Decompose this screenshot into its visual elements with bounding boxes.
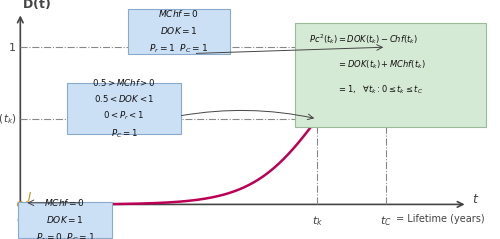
- FancyBboxPatch shape: [294, 23, 486, 127]
- Text: $t_k$: $t_k$: [312, 214, 322, 228]
- Text: $K$: $K$: [323, 105, 333, 117]
- Text: $L$: $L$: [391, 34, 398, 46]
- Text: $= 1,\ \ \forall t_k : 0 \leq t_k \leq t_C$: $= 1,\ \ \forall t_k : 0 \leq t_k \leq t…: [338, 83, 424, 96]
- Text: $0$: $0$: [16, 214, 24, 226]
- FancyBboxPatch shape: [18, 202, 112, 238]
- FancyBboxPatch shape: [67, 82, 181, 134]
- Text: $t$: $t$: [472, 193, 479, 206]
- Text: $1$: $1$: [8, 41, 16, 53]
- Text: $Pc^2(t_k) = DOK(t_k) - Chf(t_k)$: $Pc^2(t_k) = DOK(t_k) - Chf(t_k)$: [309, 32, 418, 46]
- Text: $MChf = 0$
$DOK = 1$
$P_r{=}0 \ \ P_C{=}1$: $MChf = 0$ $DOK = 1$ $P_r{=}0 \ \ P_C{=}…: [36, 197, 94, 239]
- Text: $t_C$: $t_C$: [380, 214, 392, 228]
- Text: $\mathbf{D(t)}$: $\mathbf{D(t)}$: [22, 0, 51, 11]
- Text: $MChf = 0$
$DOK = 1$
$P_r{=}1 \ \ P_C{=}1$: $MChf = 0$ $DOK = 1$ $P_r{=}1 \ \ P_C{=}…: [150, 8, 208, 55]
- FancyBboxPatch shape: [128, 9, 230, 54]
- Text: $J$: $J$: [26, 190, 32, 204]
- Text: $= DOK(t_k) + MChf(t_k)$: $= DOK(t_k) + MChf(t_k)$: [338, 58, 426, 71]
- Text: = Lifetime (years): = Lifetime (years): [396, 214, 485, 224]
- Text: $0.5 > MChf > 0$
$0.5 < DOK < 1$
$0 < P_r < 1$
$P_C = 1$: $0.5 > MChf > 0$ $0.5 < DOK < 1$ $0 < P_…: [92, 77, 156, 140]
- Text: $D(t_k)$: $D(t_k)$: [0, 112, 16, 126]
